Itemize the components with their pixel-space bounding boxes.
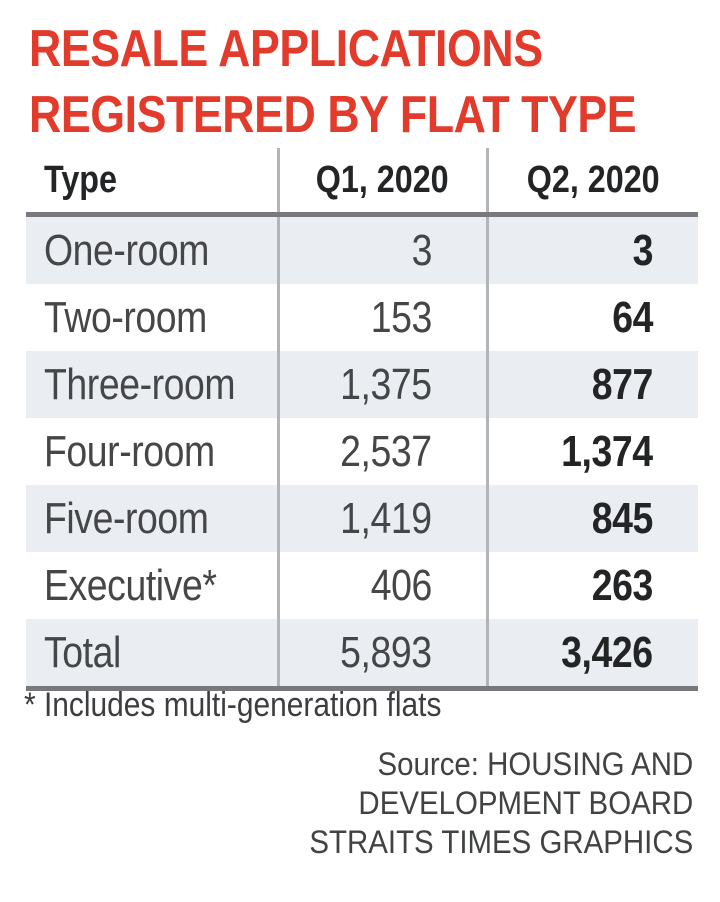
table-row: One-room 3 3 bbox=[26, 214, 698, 284]
q2-value-cell: 64 bbox=[485, 284, 698, 351]
flat-type-cell: Total bbox=[26, 619, 278, 691]
table-row: Two-room 153 64 bbox=[26, 284, 698, 351]
chart-title-line2: REGISTERED BY FLAT TYPE bbox=[29, 86, 637, 144]
source-credit-line3: STRAITS TIMES GRAPHICS bbox=[309, 824, 693, 860]
flat-type-table: Type Q1, 2020 Q2, 2020 One-room 3 3 Two-… bbox=[26, 148, 698, 691]
column-header-q1-2020: Q1, 2020 bbox=[276, 148, 487, 217]
table-row: Four-room 2,537 1,374 bbox=[26, 418, 698, 485]
table-header-row: Type Q1, 2020 Q2, 2020 bbox=[26, 148, 698, 217]
flat-type-cell: Five-room bbox=[44, 493, 209, 543]
source-credit-line2: DEVELOPMENT BOARD bbox=[358, 785, 693, 821]
q1-value-cell: 2,537 bbox=[276, 418, 487, 485]
q2-value-cell: 1,374 bbox=[485, 418, 698, 485]
flat-type-cell: One-room bbox=[44, 225, 209, 275]
source-credit: Source: HOUSING AND DEVELOPMENT BOARD ST… bbox=[309, 745, 693, 862]
flat-type-cell: Two-room bbox=[44, 292, 207, 342]
flat-type-cell: Three-room bbox=[44, 359, 236, 409]
q1-value-cell: 3 bbox=[276, 214, 487, 284]
q1-value-cell: 1,419 bbox=[276, 485, 487, 552]
q2-value-cell: 845 bbox=[485, 485, 698, 552]
chart-title-line1: RESALE APPLICATIONS bbox=[29, 20, 543, 78]
q2-value-cell: 3,426 bbox=[485, 619, 698, 691]
q1-value-cell: 5,893 bbox=[276, 619, 487, 691]
q1-value-cell: 406 bbox=[276, 552, 487, 619]
q2-value-cell: 877 bbox=[485, 351, 698, 418]
flat-type-cell: Four-room bbox=[44, 426, 215, 476]
flat-type-cell: Executive* bbox=[44, 560, 217, 610]
table-row: Three-room 1,375 877 bbox=[26, 351, 698, 418]
column-header-q2-2020: Q2, 2020 bbox=[485, 148, 698, 217]
chart-title: RESALE APPLICATIONS REGISTERED BY FLAT T… bbox=[29, 16, 637, 148]
q1-value-cell: 153 bbox=[276, 284, 487, 351]
q2-value-cell: 263 bbox=[485, 552, 698, 619]
q1-value-cell: 1,375 bbox=[276, 351, 487, 418]
column-header-type: Type bbox=[26, 148, 278, 217]
table-row-total: Total 5,893 3,426 bbox=[26, 619, 698, 691]
q2-value-cell: 3 bbox=[485, 214, 698, 284]
source-credit-line1: Source: HOUSING AND bbox=[377, 746, 693, 782]
table-row: Executive* 406 263 bbox=[26, 552, 698, 619]
footnote: * Includes multi-generation flats bbox=[24, 686, 442, 724]
table-row: Five-room 1,419 845 bbox=[26, 485, 698, 552]
